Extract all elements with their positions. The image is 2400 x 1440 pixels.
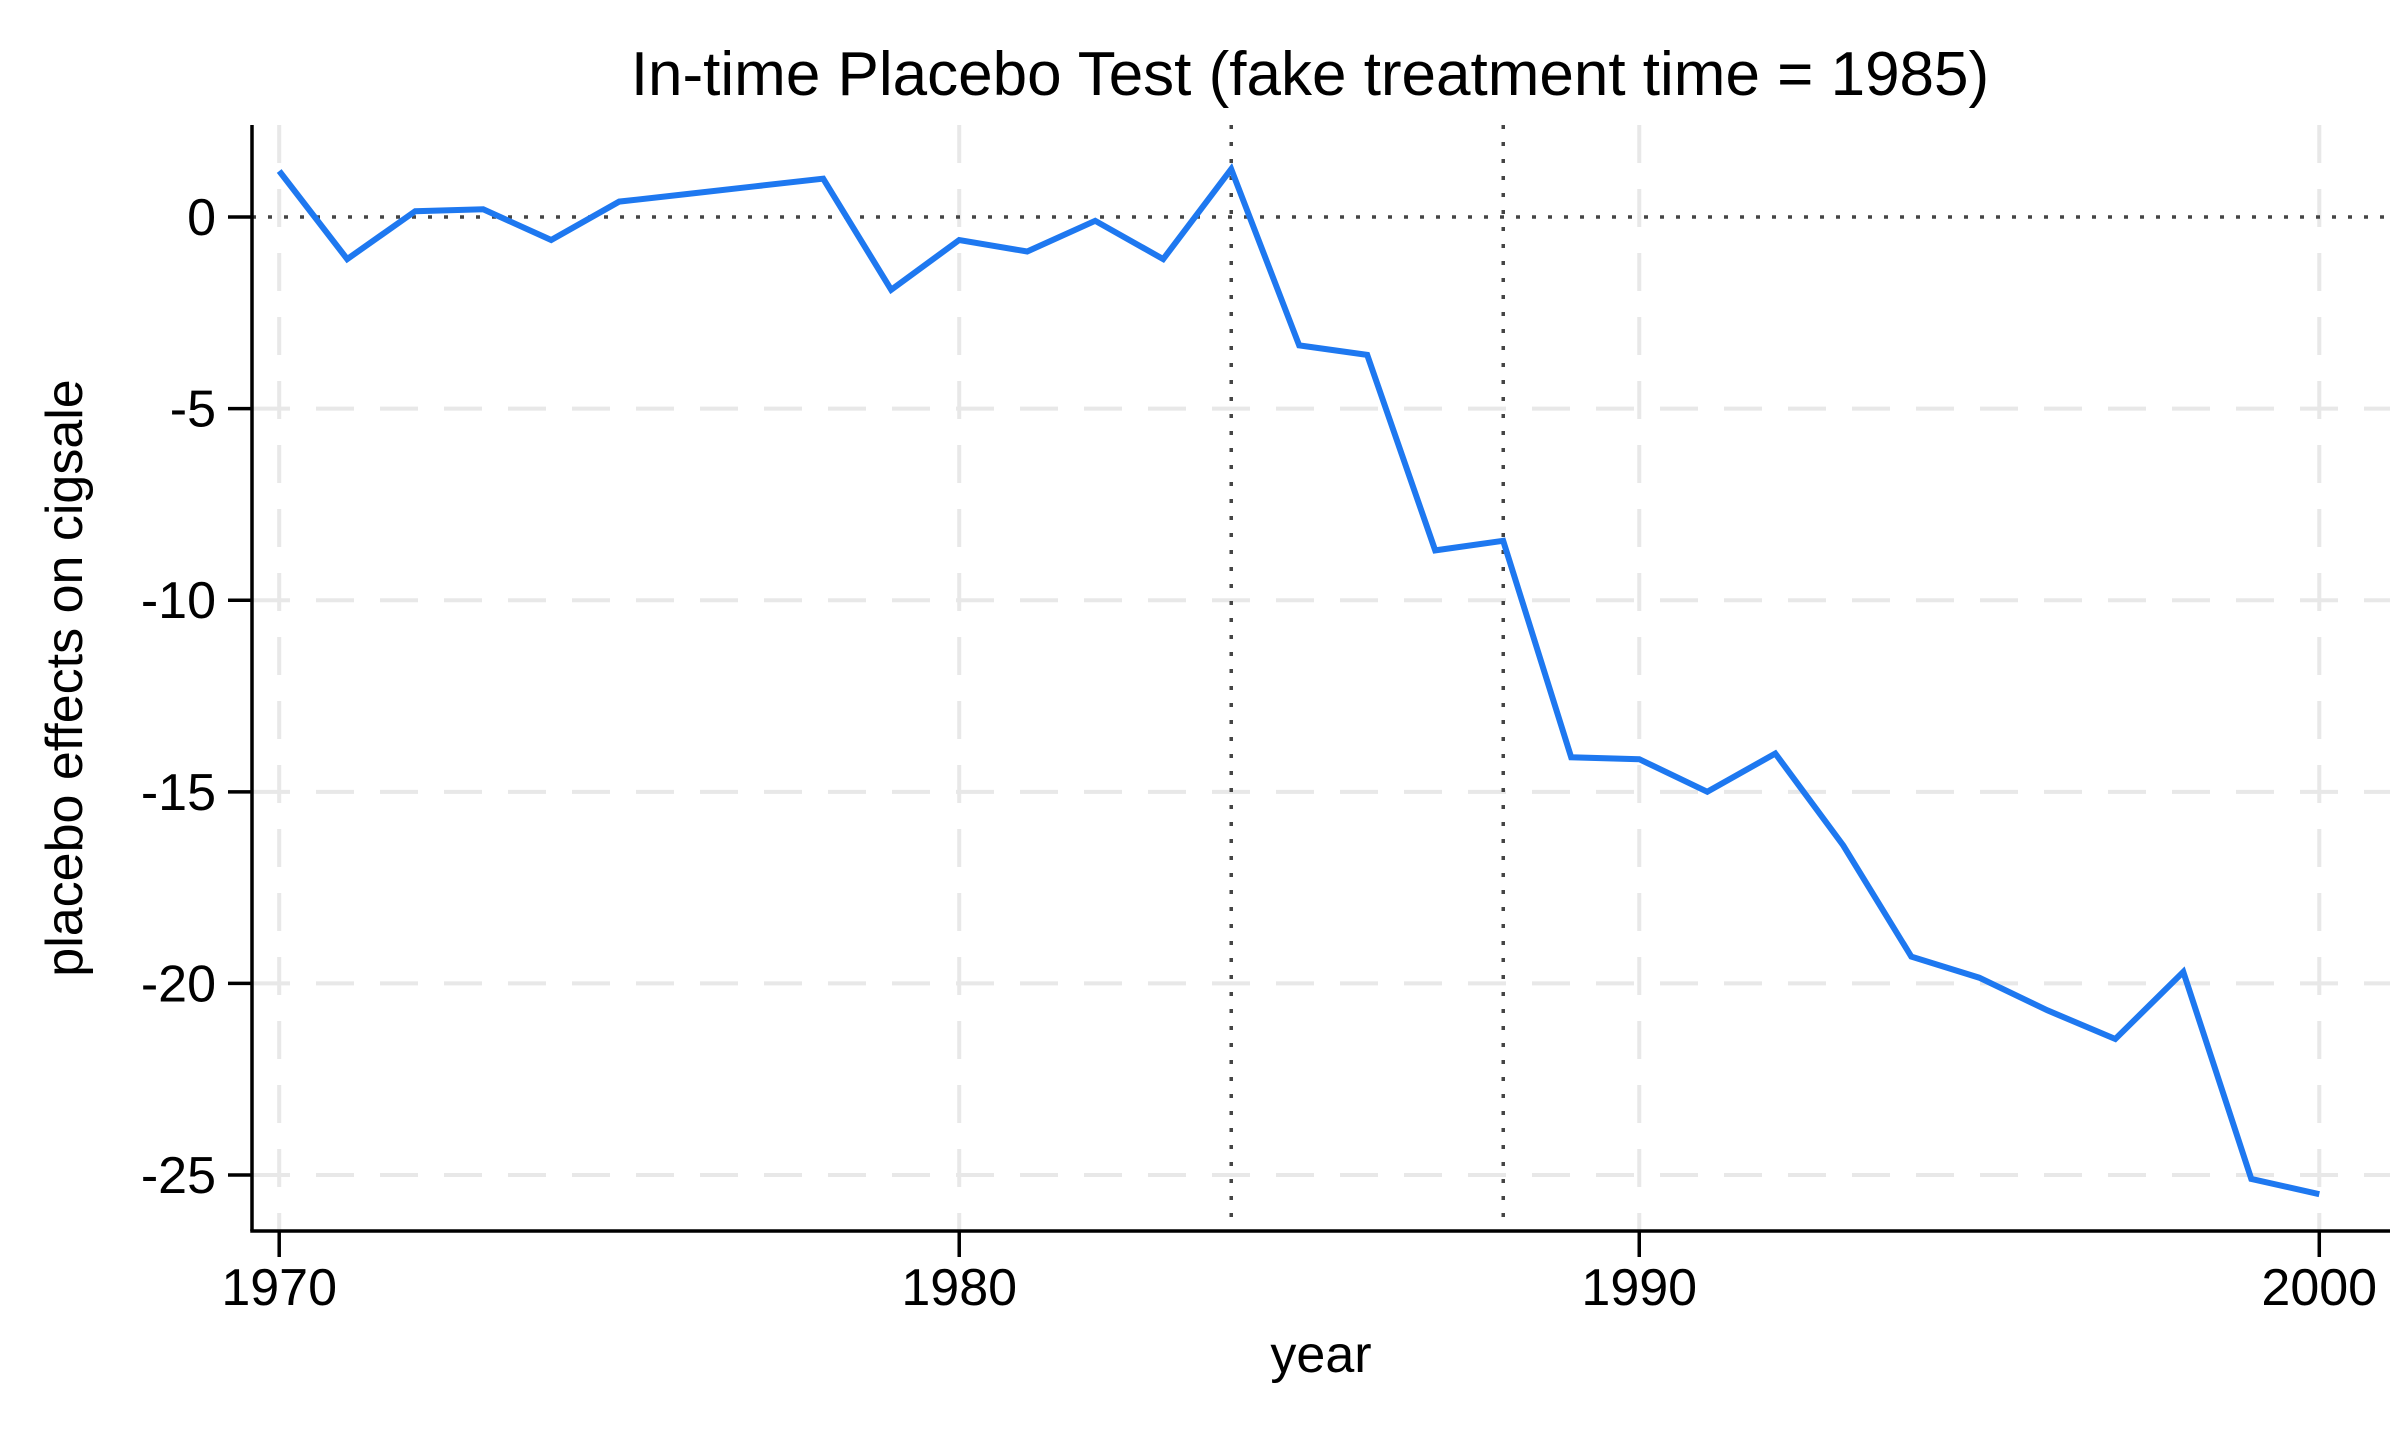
x-tick-label: 1980	[901, 1259, 1017, 1317]
x-axis-title: year	[1270, 1326, 1371, 1384]
y-tick-label: -5	[170, 381, 216, 439]
chart-title: In-time Placebo Test (fake treatment tim…	[631, 40, 1989, 109]
y-tick-label: -10	[141, 572, 216, 630]
y-tick-label: 0	[187, 189, 216, 247]
y-axis-title: placebo effects on cigsale	[36, 379, 94, 976]
x-tick-label: 1970	[221, 1259, 337, 1317]
y-tick-label: -25	[141, 1147, 216, 1205]
y-tick-label: -20	[141, 955, 216, 1013]
x-tick-label: 2000	[2261, 1259, 2377, 1317]
x-tick-label: 1990	[1581, 1259, 1697, 1317]
placebo-effect-line	[276, 162, 2320, 1198]
y-tick-label: -15	[141, 764, 216, 822]
